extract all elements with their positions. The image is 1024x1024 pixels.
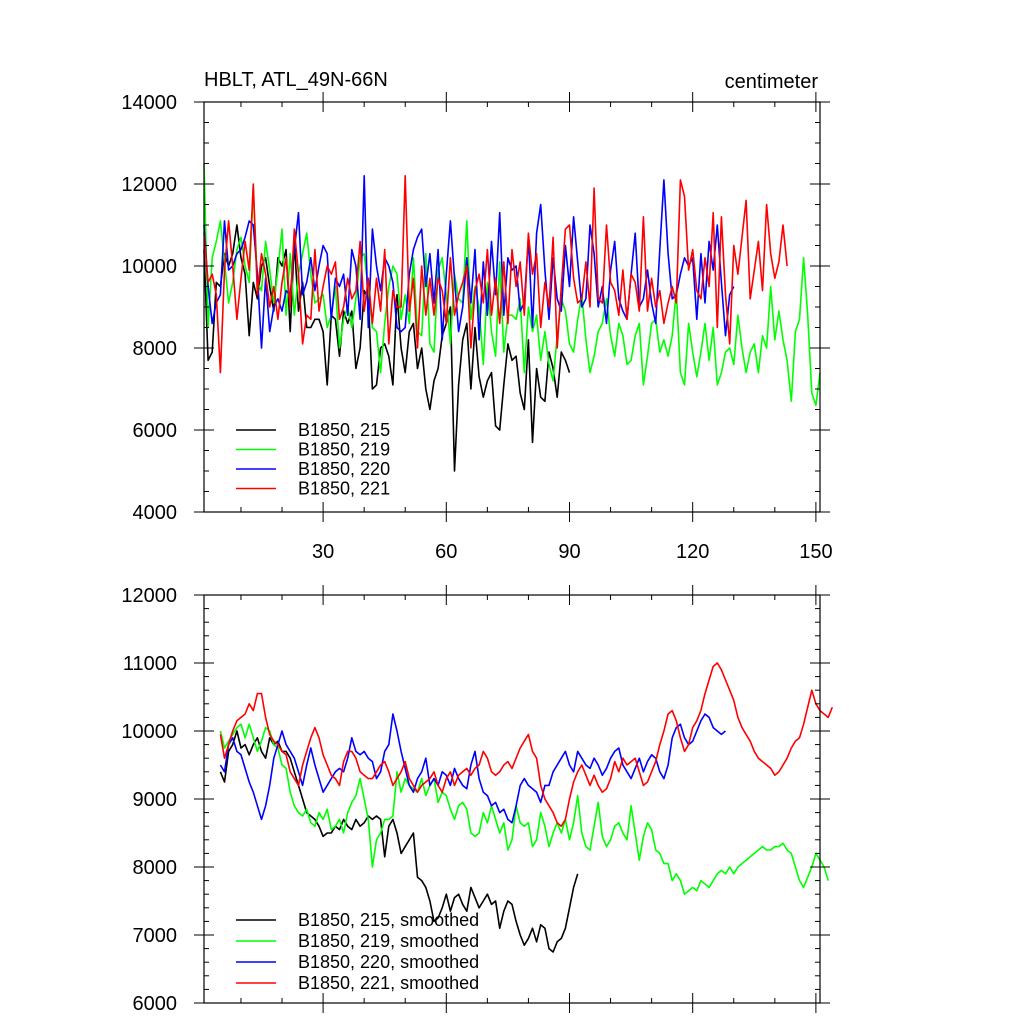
top-x-tick-label: 150 bbox=[799, 541, 832, 563]
top-axes: 30 60 90 120 150 4000 6000 8000 10000 12000 14000 bbox=[121, 92, 833, 563]
bottom-series-line-1 bbox=[219, 723, 829, 896]
top-series-line-3 bbox=[203, 175, 788, 374]
bottom-plot-frame bbox=[203, 594, 821, 1004]
bottom-series-group bbox=[219, 662, 834, 953]
bottom-series-line-2 bbox=[219, 713, 727, 824]
top-panel: HBLT, ATL_49N-66N centimeter 30 60 90 120 15… bbox=[121, 69, 832, 563]
top-legend-label-1: B1850, 219 bbox=[298, 440, 390, 460]
top-y-tick-label: 4000 bbox=[133, 502, 178, 524]
bottom-series-line-3 bbox=[219, 662, 834, 828]
top-series-group bbox=[203, 163, 821, 472]
top-y-tick-label: 6000 bbox=[133, 420, 178, 442]
bottom-y-tick-label: 7000 bbox=[133, 925, 178, 947]
top-x-tick-label: 120 bbox=[676, 541, 709, 563]
bottom-legend-label-0: B1850, 215, smoothed bbox=[298, 910, 479, 930]
top-x-tick-label: 90 bbox=[558, 541, 580, 563]
bottom-y-tick-label: 11000 bbox=[123, 653, 177, 675]
top-legend-label-3: B1850, 221 bbox=[298, 479, 390, 499]
bottom-legend-label-3: B1850, 221, smoothed bbox=[298, 973, 479, 993]
bottom-y-tick-label: 10000 bbox=[121, 721, 177, 743]
bottom-y-tick-label: 6000 bbox=[133, 993, 178, 1015]
top-y-tick-label: 8000 bbox=[133, 338, 178, 360]
top-series-line-1 bbox=[203, 163, 821, 407]
top-y-tick-label: 10000 bbox=[121, 256, 177, 278]
bottom-legend-label-1: B1850, 219, smoothed bbox=[298, 931, 479, 951]
bottom-y-tick-label: 9000 bbox=[133, 789, 178, 811]
bottom-y-tick-label: 8000 bbox=[133, 857, 178, 879]
top-y-tick-label: 14000 bbox=[121, 92, 177, 114]
top-y-tick-label: 12000 bbox=[121, 174, 177, 196]
top-x-tick-label: 60 bbox=[435, 541, 457, 563]
bottom-panel: 6000 7000 8000 9000 10000 11000 12000 B1850, 2… bbox=[121, 585, 834, 1015]
bottom-y-tick-label: 12000 bbox=[121, 585, 177, 607]
top-plot-frame bbox=[203, 101, 821, 513]
bottom-legend-label-2: B1850, 220, smoothed bbox=[298, 952, 479, 972]
top-legend-label-2: B1850, 220 bbox=[298, 459, 390, 479]
units-label: centimeter bbox=[725, 71, 819, 93]
bottom-series-line-0 bbox=[219, 730, 579, 953]
chart-title: HBLT, ATL_49N-66N bbox=[204, 69, 388, 91]
top-x-tick-label: 30 bbox=[312, 541, 334, 563]
bottom-axes: 6000 7000 8000 9000 10000 11000 12000 bbox=[121, 585, 830, 1015]
top-legend-label-0: B1850, 215 bbox=[298, 420, 390, 440]
